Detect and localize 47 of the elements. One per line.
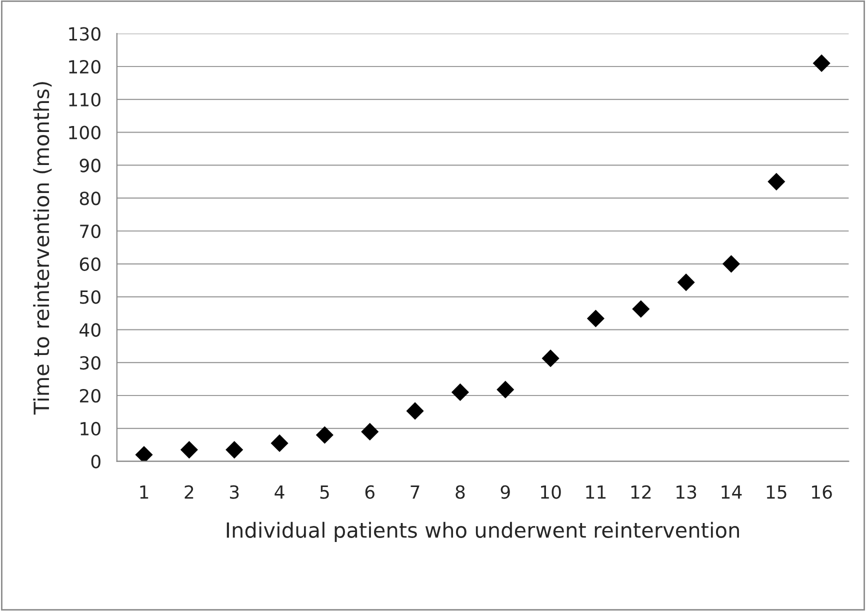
point [226,441,244,459]
x-tick-label: 15 [766,485,786,499]
x-tick-label: 8 [456,485,465,499]
y-tick-label: 30 [80,356,100,370]
point [496,380,514,398]
point [768,172,786,190]
x-tick-label: 13 [676,485,696,499]
point [180,441,198,459]
point [586,310,605,328]
x-tick-label: 2 [184,485,194,499]
x-tick-label: 9 [500,485,510,499]
y-tick-label: 50 [80,290,100,304]
y-tick-label: 80 [80,192,100,206]
x-tick-label: 10 [541,485,561,499]
x-axis-title: Individual patients who underwent reintervention [226,522,739,542]
y-tick-label: 100 [69,126,100,140]
x-tick-label: 16 [812,485,832,499]
x-tick-label: 14 [722,485,742,499]
y-tick-label: 130 [69,27,100,41]
point [542,350,560,368]
point [722,255,740,273]
y-tick-label: 10 [80,422,100,436]
point [406,402,424,420]
x-tick-label: 7 [410,485,420,499]
y-tick-label: 110 [69,92,100,107]
point [316,426,334,444]
point [270,434,288,452]
x-tick-label: 5 [320,485,329,499]
y-tick-label: 60 [80,257,100,272]
point [632,300,650,318]
y-tick-label: 0 [91,454,100,468]
y-tick-label: 90 [80,158,100,172]
point [361,422,379,440]
point [812,54,830,72]
point [677,274,695,292]
y-axis-title: Time to reintervention (months) [33,82,52,415]
point [451,383,469,401]
x-tick-label: 3 [230,485,239,499]
x-tick-label: 12 [631,485,651,499]
x-tick-label: 4 [274,485,284,499]
y-tick-label: 20 [80,388,100,403]
x-tick-label: 1 [140,485,148,499]
y-tick-label: 40 [80,323,100,337]
x-tick-label: 11 [586,485,606,499]
y-tick-label: 70 [80,224,100,238]
x-tick-label: 6 [365,485,374,499]
y-tick-label: 120 [69,60,100,74]
